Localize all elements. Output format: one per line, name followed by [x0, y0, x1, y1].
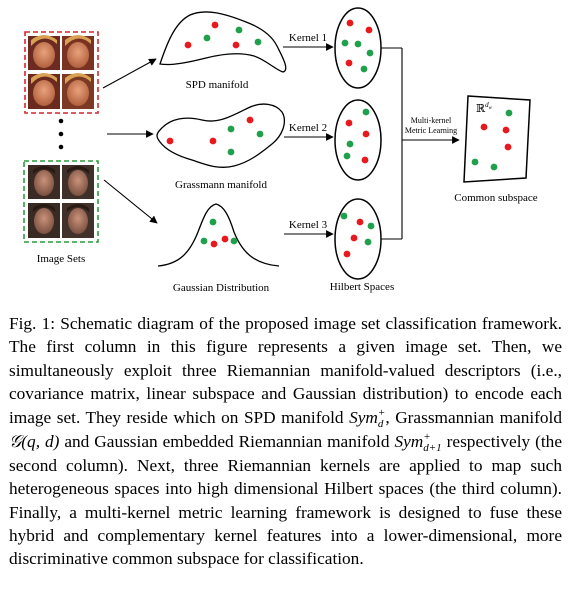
- face-thumbnail: [62, 203, 94, 238]
- gaussian-distribution-curve: [157, 203, 280, 267]
- grassmann-manifold-label: Grassmann manifold: [175, 179, 267, 191]
- common-space-symbol: ℝdw: [476, 101, 493, 115]
- face-thumbnail: [62, 35, 94, 70]
- gaussian-distribution-label: Gaussian Distribution: [173, 282, 270, 294]
- face-thumbnail: [28, 35, 60, 70]
- spd-manifold-shape: [159, 11, 287, 73]
- hilbert-spaces-label: Hilbert Spaces: [330, 281, 394, 293]
- schematic-diagram: Image Sets SPD manifold Grassmann manifo…: [23, 7, 538, 294]
- caption-text-1: Schematic diagram of the proposed image …: [9, 314, 562, 427]
- image-set-bottom: [23, 160, 99, 243]
- hilbert-space-1: [334, 7, 382, 89]
- kernel-3-label: Kernel 3: [289, 219, 328, 231]
- caption-text-4: respectively (the second column). Next, …: [9, 431, 562, 569]
- image-set-top: [24, 31, 99, 114]
- kernel-2-label: Kernel 2: [289, 122, 327, 134]
- kernel-1-label: Kernel 1: [289, 32, 327, 44]
- arrow-to-spd: [102, 58, 157, 89]
- caption-label: Fig. 1:: [9, 314, 56, 333]
- face-thumbnail: [62, 73, 94, 109]
- face-thumbnail: [28, 165, 60, 199]
- mkml-label-line2: Metric Learning: [405, 126, 457, 135]
- figure-caption: Fig. 1: Schematic diagram of the propose…: [9, 312, 562, 571]
- grassmann-math: 𝒢(q, d): [9, 431, 60, 451]
- common-subspace-plane: ℝdw: [463, 95, 531, 183]
- arrow-to-gaussian: [103, 179, 158, 224]
- common-subspace-label: Common subspace: [454, 192, 538, 204]
- grassmann-manifold-shape: [156, 103, 286, 168]
- spd-manifold-math: Sym + d: [349, 406, 386, 430]
- caption-text-3: and Gaussian embedded Riemannian manifol…: [59, 431, 395, 451]
- gaussian-manifold-math: Sym + d+1: [394, 430, 442, 454]
- face-thumbnail: [28, 203, 60, 238]
- mkml-label-line1: Multi-kernel: [411, 116, 452, 125]
- face-thumbnail: [62, 165, 94, 199]
- hilbert-space-3: [334, 198, 382, 280]
- caption-text-2: , Grassmannian manifold: [385, 407, 562, 427]
- spd-manifold-label: SPD manifold: [186, 79, 249, 91]
- hilbert-space-2: [334, 99, 382, 181]
- image-sets-label: Image Sets: [37, 253, 86, 265]
- merge-connector: [381, 47, 460, 240]
- face-thumbnail: [28, 73, 60, 109]
- ellipsis-dots: [58, 118, 64, 150]
